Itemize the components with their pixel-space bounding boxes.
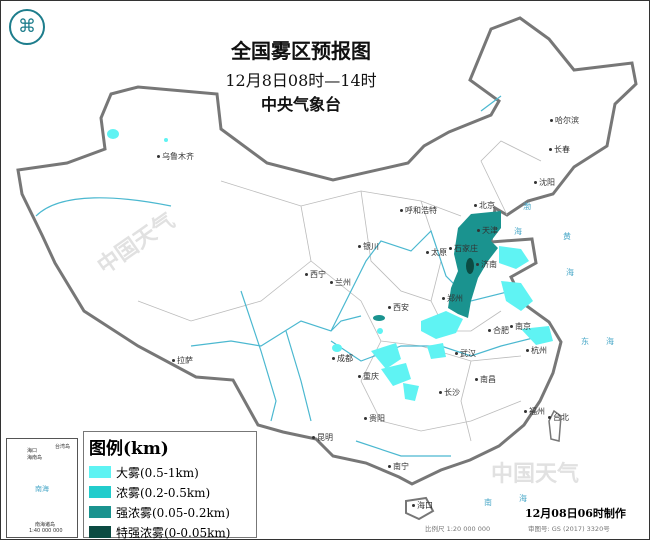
china-outline: [16, 16, 638, 486]
city-label: 南昌: [475, 375, 496, 384]
fog-heavy-patch: [421, 311, 463, 339]
city-label: 兰州: [330, 278, 351, 287]
city-label: 银川: [358, 242, 379, 251]
city-label: 乌鲁木齐: [157, 152, 194, 161]
watermark: 中国天气: [491, 462, 580, 487]
fog-heavy-patch: [403, 383, 419, 401]
city-label: 长沙: [439, 388, 460, 397]
map-title: 全国雾区预报图: [231, 39, 371, 63]
sea-label: 渤: [523, 202, 531, 211]
city-label: 昆明: [312, 433, 333, 442]
sea-label: 海: [566, 268, 574, 277]
fog-heavy-patch: [377, 328, 383, 334]
legend-label: 大雾(0.5-1km): [116, 465, 199, 480]
city-label: 贵阳: [364, 414, 385, 423]
city-label: 武汉: [455, 349, 476, 358]
legend-label: 特强浓雾(0-0.05km): [116, 525, 231, 540]
province-boundaries: [137, 140, 542, 442]
city-label: 石家庄: [449, 244, 478, 253]
city-label: 济南: [476, 260, 497, 269]
city-label: 沈阳: [534, 178, 555, 187]
city-label: 天津: [477, 226, 498, 235]
fog-heavy-patch: [521, 326, 553, 345]
city-label: 长春: [549, 145, 570, 154]
inset-label: 南海诸岛: [35, 522, 56, 528]
legend-label: 强浓雾(0.05-0.2km): [116, 505, 230, 520]
legend-item: 特强浓雾(0-0.05km): [89, 522, 256, 540]
sea-label: 海: [519, 494, 527, 503]
legend-swatch: [89, 526, 111, 538]
issuer: 中央气象台: [260, 95, 341, 114]
city-label: 福州: [524, 407, 545, 416]
map-approval-number: 审图号: GS (2017) 3320号: [528, 525, 610, 533]
city-label: 太原: [426, 248, 447, 257]
legend: 图例(km) 大雾(0.5-1km) 浓雾(0.2-0.5km) 强浓雾(0.0…: [83, 431, 257, 540]
fog-heavy-patch: [107, 129, 119, 139]
city-label: 西安: [388, 303, 409, 312]
cma-logo-icon: ⌘: [9, 9, 45, 45]
sea-label: 东: [581, 337, 589, 346]
production-time: 12月08日06时制作: [525, 507, 626, 520]
inset-label: 海口: [27, 448, 38, 454]
legend-swatch: [89, 466, 111, 478]
fog-heavy-patch: [371, 343, 401, 369]
city-label: 呼和浩特: [400, 206, 437, 215]
city-label: 西宁: [305, 270, 326, 279]
city-label: 杭州: [526, 346, 547, 355]
city-label: 台北: [548, 413, 569, 422]
legend-label: 浓雾(0.2-0.5km): [116, 485, 211, 500]
fog-heavy-patch: [164, 138, 168, 142]
legend-title: 图例(km): [89, 439, 169, 459]
inset-scale: 1:40 000 000: [29, 528, 63, 534]
forecast-time-range: 12月8日08时—14时: [225, 71, 377, 90]
fog-strong-dense-patch: [373, 315, 385, 321]
city-label: 海口: [412, 501, 433, 510]
fog-strong-dense-area: [448, 211, 501, 318]
fog-heavy-patch: [499, 246, 529, 269]
taiwan-island: [548, 409, 562, 442]
fog-areas: [107, 129, 553, 401]
inset-label: 海南岛: [27, 455, 43, 461]
inset-sea-label: 南海: [35, 485, 49, 493]
legend-swatch: [89, 506, 111, 518]
city-label: 南京: [510, 322, 531, 331]
rivers: [35, 95, 542, 457]
city-label: 成都: [332, 354, 353, 363]
sea-label: 海: [514, 227, 522, 236]
fog-heavy-patch: [332, 344, 342, 352]
sea-label: 南: [484, 498, 492, 507]
city-label: 南宁: [388, 462, 409, 471]
city-label: 合肥: [488, 326, 509, 335]
south-china-sea-inset: 海口 海南岛 台湾岛 南海 南海诸岛 1:40 000 000: [6, 438, 78, 538]
city-label: 重庆: [358, 372, 379, 381]
fog-heavy-patch: [381, 363, 411, 386]
fog-heavy-patch: [501, 281, 533, 311]
inset-label: 台湾岛: [55, 444, 71, 450]
fog-heavy-patch: [427, 343, 446, 359]
legend-item: 强浓雾(0.05-0.2km): [89, 502, 256, 522]
sea-label: 海: [606, 337, 614, 346]
fog-extra-dense-patch: [466, 258, 474, 274]
city-label: 拉萨: [172, 356, 193, 365]
city-label: 北京: [474, 201, 495, 210]
city-label: 哈尔滨: [550, 116, 579, 125]
legend-swatch: [89, 486, 111, 498]
map-scale: 比例尺 1:20 000 000: [425, 525, 491, 533]
legend-item: 浓雾(0.2-0.5km): [89, 482, 256, 502]
sea-label: 黄: [563, 232, 571, 241]
hainan-island: [405, 496, 435, 521]
legend-item: 大雾(0.5-1km): [89, 462, 256, 482]
city-label: 郑州: [442, 294, 463, 303]
